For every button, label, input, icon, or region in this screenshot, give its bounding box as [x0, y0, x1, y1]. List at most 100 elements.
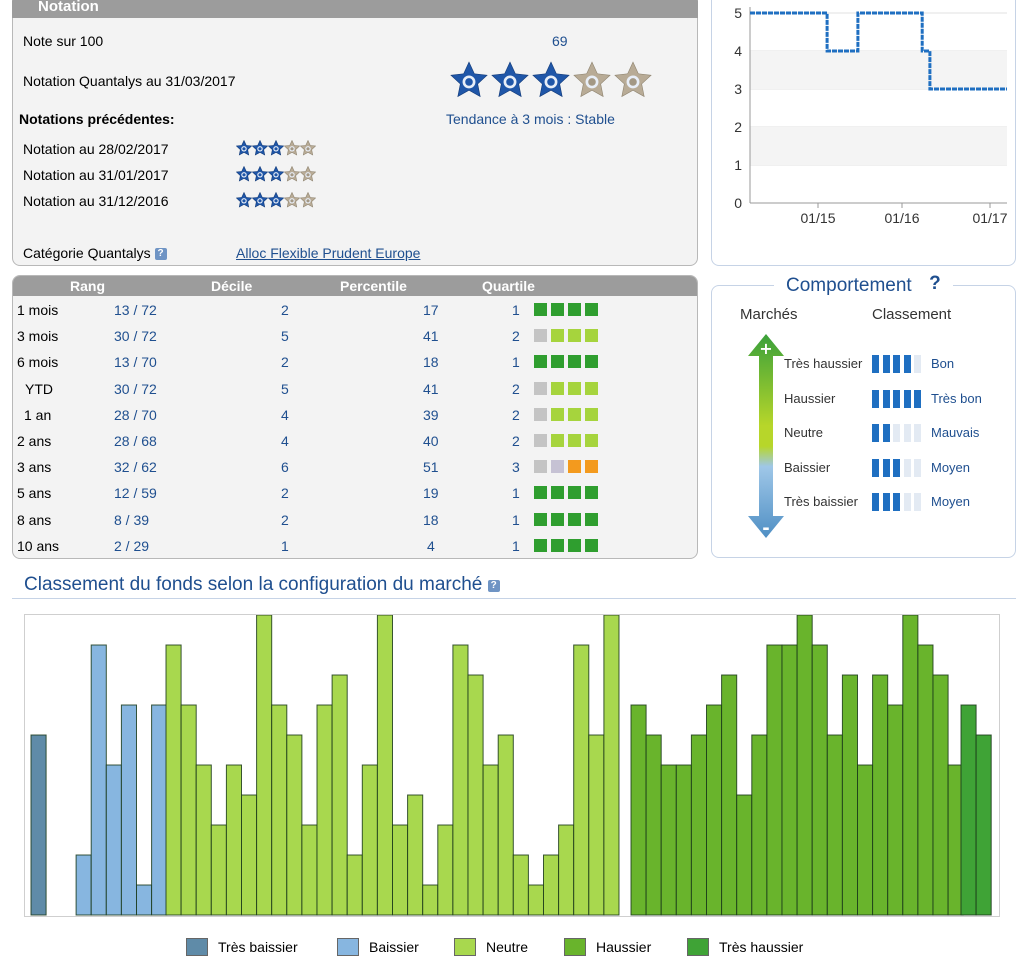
cell-quartile[interactable]: 2 — [512, 328, 520, 345]
cell-period: 5 ans — [17, 485, 52, 502]
category-link[interactable]: Alloc Flexible Prudent Europe — [236, 245, 421, 261]
cell-rang[interactable]: 13 / 70 — [114, 354, 157, 371]
cell-percentile[interactable]: 51 — [423, 459, 439, 476]
rating-segment — [893, 389, 900, 408]
cell-rang[interactable]: 28 / 70 — [114, 406, 157, 423]
cell-decile[interactable]: 6 — [281, 459, 289, 476]
cell-percentile[interactable]: 41 — [423, 380, 439, 397]
help-icon[interactable]: ? — [922, 274, 947, 293]
cell-quartile[interactable]: 1 — [512, 302, 520, 318]
cell-period: 3 mois — [17, 328, 59, 345]
table-row: 3 mois 30 / 72 5 41 2 — [13, 324, 697, 350]
cell-quartile[interactable]: 2 — [512, 380, 520, 397]
market-label: Haussier — [784, 390, 836, 406]
bar — [30, 734, 47, 916]
rating-label: Très bon — [931, 390, 982, 406]
star-empty-icon — [299, 139, 317, 156]
quartile-square — [568, 407, 581, 421]
rating-label: Bon — [931, 356, 955, 371]
cell-decile[interactable]: 5 — [281, 380, 289, 397]
cell-percentile[interactable]: 19 — [423, 485, 439, 502]
cell-rang[interactable]: 2 / 29 — [114, 537, 150, 554]
quartile-square — [534, 407, 547, 421]
cell-rang[interactable]: 13 / 72 — [114, 302, 157, 318]
cell-quartile[interactable]: 3 — [512, 459, 520, 476]
cell-rang[interactable]: 32 / 62 — [114, 459, 157, 476]
cell-decile[interactable]: 2 — [281, 485, 289, 502]
cell-decile[interactable]: 4 — [281, 433, 289, 449]
cell-percentile[interactable]: 39 — [423, 406, 439, 423]
bar — [690, 734, 708, 916]
legend-label: Très baissier — [218, 939, 298, 955]
star-empty-icon — [299, 191, 317, 208]
cell-decile[interactable]: 5 — [281, 328, 289, 345]
table-row: YTD 30 / 72 5 41 2 — [13, 377, 697, 403]
rating-segment — [914, 424, 921, 442]
trend-label: Tendance à 3 mois : Stable — [446, 111, 615, 127]
quartile-square — [534, 381, 547, 395]
star-empty-icon — [614, 61, 652, 98]
cell-decile[interactable]: 1 — [281, 537, 289, 554]
cell-rang[interactable]: 30 / 72 — [114, 380, 157, 397]
col-decile: Décile — [211, 278, 253, 294]
cell-percentile[interactable]: 18 — [423, 511, 439, 528]
cell-quartile[interactable]: 1 — [512, 511, 520, 528]
bar — [826, 734, 843, 916]
bar — [887, 704, 904, 916]
bar — [331, 674, 348, 916]
rating-history-svg: 5 4 3 2 1 0 01/15 01/16 01/17 — [734, 5, 1008, 226]
bar — [286, 734, 303, 916]
cell-rang[interactable]: 30 / 72 — [114, 328, 157, 345]
rating-segment — [903, 458, 911, 477]
col-marches: Marchés — [740, 306, 798, 323]
cell-rang[interactable]: 8 / 39 — [114, 511, 150, 528]
rating-line — [750, 11, 1007, 91]
quartile-square — [585, 303, 598, 316]
quartile-square — [551, 512, 564, 526]
bar — [902, 614, 919, 916]
bar — [527, 884, 544, 916]
bar — [376, 614, 393, 916]
quartile-square — [551, 381, 564, 395]
help-icon[interactable]: ? — [154, 248, 167, 260]
bar — [422, 884, 439, 916]
quartile-square — [585, 434, 598, 447]
cell-quartile[interactable]: 1 — [512, 485, 520, 502]
cell-decile[interactable]: 2 — [281, 511, 289, 528]
divider — [12, 598, 1016, 599]
bar — [301, 824, 318, 916]
notation-panel: Notation Note sur 100 69 Notation Quanta… — [12, 0, 698, 266]
rating-segment — [893, 493, 900, 511]
help-icon[interactable]: ? — [487, 580, 500, 592]
quartile-square — [551, 486, 564, 500]
note-label: Note sur 100 — [23, 33, 104, 49]
cell-quartile[interactable]: 2 — [512, 406, 520, 423]
market-label: Très baissier — [784, 494, 858, 509]
cell-decile[interactable]: 2 — [281, 302, 289, 318]
note-value: 69 — [552, 33, 568, 49]
rating-segment — [882, 389, 890, 408]
cell-rang[interactable]: 28 / 68 — [114, 433, 157, 449]
cell-percentile[interactable]: 41 — [423, 328, 439, 345]
star-filled-icon — [267, 165, 285, 182]
previous-rating-stars — [235, 191, 317, 213]
cell-decile[interactable]: 2 — [281, 354, 289, 371]
cell-rang[interactable]: 12 / 59 — [114, 485, 157, 502]
legend-swatch — [687, 938, 709, 956]
rating-segment — [903, 424, 911, 442]
notation-header: Notation — [12, 0, 698, 18]
quartile-square — [551, 407, 564, 421]
bar — [467, 674, 484, 916]
cell-percentile[interactable]: 17 — [423, 302, 439, 318]
cell-percentile[interactable]: 40 — [423, 433, 439, 449]
cell-percentile[interactable]: 4 — [427, 537, 435, 554]
rating-segment — [893, 355, 900, 373]
cell-quartile[interactable]: 2 — [512, 433, 520, 449]
bar — [588, 734, 605, 916]
quartile-square — [585, 538, 598, 552]
cell-percentile[interactable]: 18 — [423, 354, 439, 371]
cell-decile[interactable]: 4 — [281, 406, 289, 423]
cell-quartile[interactable]: 1 — [512, 354, 520, 371]
quartile-square — [551, 460, 564, 474]
cell-quartile[interactable]: 1 — [512, 537, 520, 554]
